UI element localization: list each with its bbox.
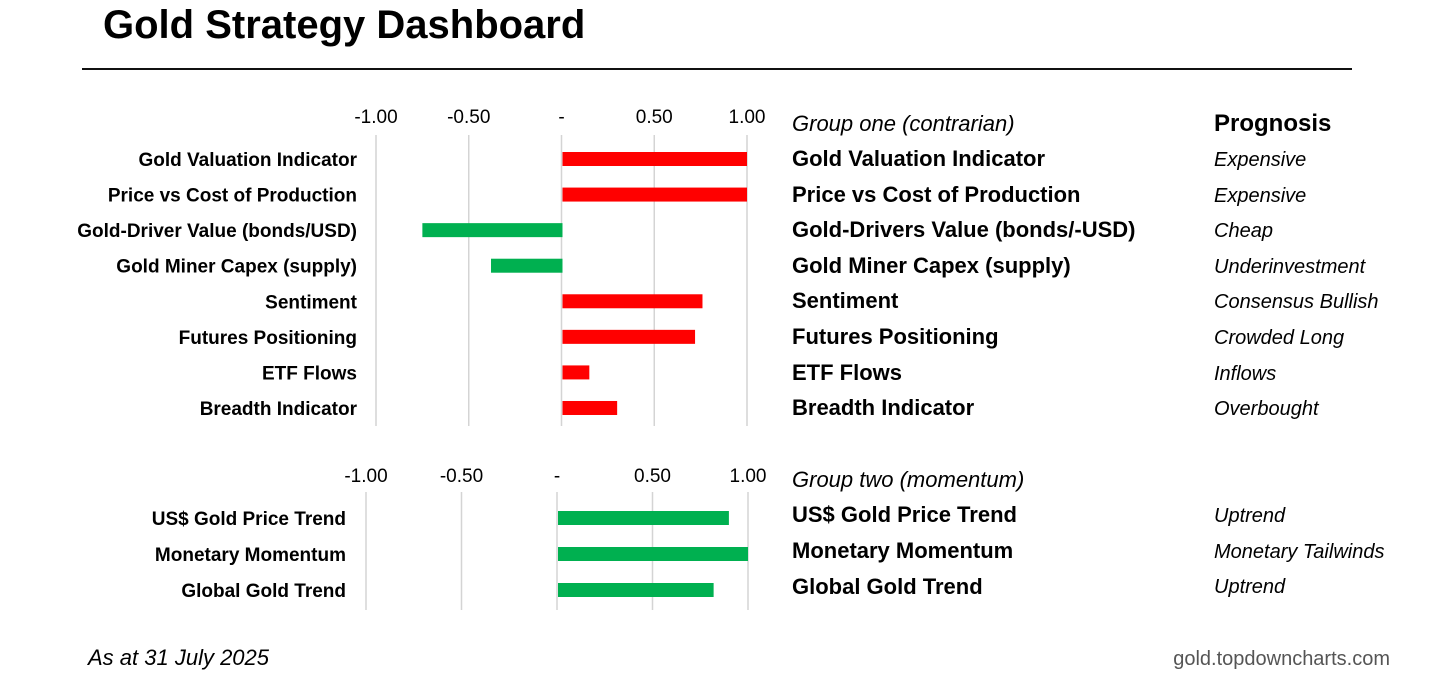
category-label: Breadth Indicator [200, 399, 358, 420]
bar [422, 223, 563, 238]
category-label: Gold Valuation Indicator [138, 150, 357, 171]
title-divider [82, 68, 1352, 70]
category-label: ETF Flows [262, 363, 357, 384]
prognosis-header: Prognosis [1214, 110, 1332, 137]
page-title: Gold Strategy Dashboard [103, 3, 586, 47]
x-tick-label: 0.50 [636, 107, 673, 128]
prognosis-value: Consensus Bullish [1214, 291, 1379, 313]
as-at-date: As at 31 July 2025 [88, 645, 270, 670]
bar [562, 152, 747, 166]
indicator-label: US$ Gold Price Trend [792, 502, 1017, 527]
bar [562, 294, 703, 309]
indicator-label: Breadth Indicator [792, 395, 975, 420]
bar [562, 365, 590, 380]
x-tick-label: - [554, 466, 560, 487]
x-tick-label: 1.00 [730, 466, 767, 487]
bar [562, 329, 696, 344]
category-label: Global Gold Trend [181, 581, 346, 602]
x-tick-label: -1.00 [354, 107, 397, 128]
x-tick-label: -0.50 [440, 466, 483, 487]
prognosis-value: Expensive [1214, 185, 1307, 207]
prognosis-value: Uptrend [1214, 505, 1286, 527]
bar [491, 258, 563, 273]
prognosis-value: Crowded Long [1214, 327, 1345, 349]
indicator-label: Global Gold Trend [792, 574, 983, 599]
category-label: Futures Positioning [179, 328, 357, 349]
bar [558, 511, 729, 525]
x-tick-label: -0.50 [447, 107, 490, 128]
x-tick-label: 0.50 [634, 466, 671, 487]
bar [562, 187, 747, 202]
category-label: Sentiment [265, 292, 358, 313]
indicator-label: Gold-Drivers Value (bonds/-USD) [792, 217, 1136, 242]
category-label: Price vs Cost of Production [108, 186, 357, 207]
bar [558, 547, 748, 561]
indicator-label: Price vs Cost of Production [792, 182, 1081, 207]
group-two-heading: Group two (momentum) [792, 467, 1025, 492]
x-tick-label: 1.00 [729, 107, 766, 128]
category-label: Monetary Momentum [155, 545, 346, 566]
indicator-label: Sentiment [792, 288, 899, 313]
indicator-label: ETF Flows [792, 360, 902, 385]
x-tick-label: -1.00 [344, 466, 387, 487]
x-tick-label: - [558, 107, 564, 128]
bar [562, 400, 618, 415]
prognosis-value: Overbought [1214, 398, 1319, 420]
indicator-label: Gold Miner Capex (supply) [792, 253, 1071, 278]
category-label: US$ Gold Price Trend [152, 509, 346, 530]
prognosis-value: Underinvestment [1214, 256, 1366, 278]
indicator-label: Monetary Momentum [792, 538, 1014, 563]
category-label: Gold-Driver Value (bonds/USD) [77, 221, 357, 242]
category-label: Gold Miner Capex (supply) [116, 257, 357, 278]
indicator-label: Gold Valuation Indicator [792, 146, 1046, 171]
prognosis-value: Cheap [1214, 220, 1273, 242]
group-one-heading: Group one (contrarian) [792, 111, 1015, 136]
bar [558, 583, 714, 597]
prognosis-value: Inflows [1214, 363, 1277, 385]
prognosis-value: Monetary Tailwinds [1214, 541, 1385, 563]
prognosis-value: Uptrend [1214, 576, 1286, 598]
indicator-label: Futures Positioning [792, 324, 999, 349]
source-url: gold.topdowncharts.com [1173, 648, 1390, 670]
prognosis-value: Expensive [1214, 149, 1307, 171]
